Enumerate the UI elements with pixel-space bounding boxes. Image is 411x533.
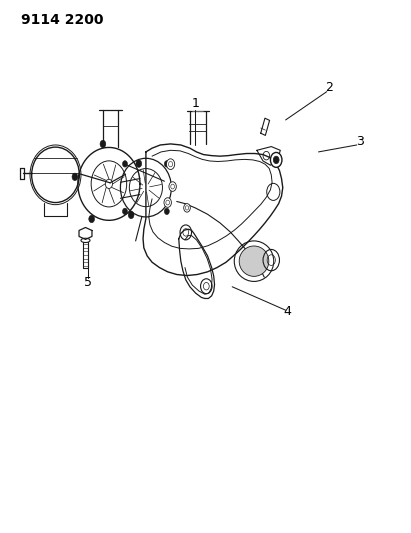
Text: 3: 3 xyxy=(356,135,364,148)
Circle shape xyxy=(122,160,127,167)
Circle shape xyxy=(136,160,142,167)
Circle shape xyxy=(184,204,190,212)
Text: 5: 5 xyxy=(84,276,92,289)
Circle shape xyxy=(100,140,106,148)
Circle shape xyxy=(164,160,169,167)
Circle shape xyxy=(122,208,127,215)
Circle shape xyxy=(89,215,95,223)
Text: 2: 2 xyxy=(325,82,333,94)
Circle shape xyxy=(270,152,282,167)
Circle shape xyxy=(72,173,78,181)
Circle shape xyxy=(273,156,279,164)
Circle shape xyxy=(166,159,175,169)
Circle shape xyxy=(164,208,169,215)
Text: 1: 1 xyxy=(191,98,199,110)
Ellipse shape xyxy=(239,246,269,276)
Text: 4: 4 xyxy=(284,305,292,318)
Circle shape xyxy=(169,182,176,191)
Text: 9114 2200: 9114 2200 xyxy=(21,13,103,27)
Circle shape xyxy=(128,211,134,219)
Circle shape xyxy=(164,198,171,207)
